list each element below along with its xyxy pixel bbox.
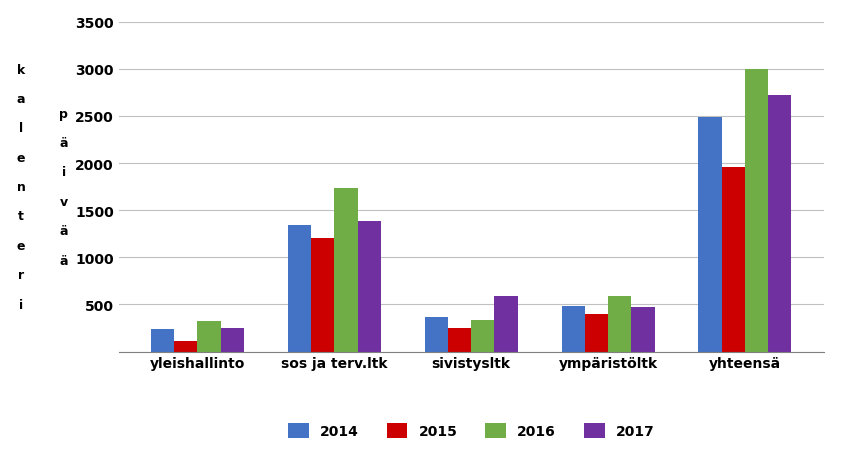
Bar — [722, 167, 745, 352]
Text: a: a — [17, 93, 25, 106]
Bar — [288, 226, 311, 352]
Text: e: e — [17, 239, 25, 252]
Bar — [494, 296, 518, 352]
Bar — [424, 317, 448, 352]
Text: p: p — [59, 107, 68, 120]
Text: e: e — [17, 152, 25, 164]
Text: i: i — [62, 166, 65, 179]
Text: i: i — [20, 298, 23, 311]
Bar — [608, 296, 632, 352]
Text: t: t — [19, 210, 24, 223]
Bar — [632, 308, 655, 352]
Bar — [448, 328, 471, 352]
Bar — [174, 341, 198, 352]
Text: ä: ä — [59, 225, 68, 238]
Bar — [768, 96, 791, 352]
Bar — [151, 329, 174, 352]
Text: ä: ä — [59, 254, 68, 267]
Text: k: k — [17, 64, 25, 76]
Text: n: n — [17, 181, 25, 193]
Text: r: r — [18, 269, 25, 281]
Bar — [198, 322, 221, 352]
Bar — [357, 221, 381, 352]
Legend: 2014, 2015, 2016, 2017: 2014, 2015, 2016, 2017 — [283, 418, 660, 444]
Bar — [561, 307, 585, 352]
Bar — [221, 328, 244, 352]
Text: v: v — [59, 195, 68, 208]
Bar — [471, 320, 494, 352]
Bar — [311, 239, 335, 352]
Bar — [745, 69, 768, 352]
Bar — [699, 118, 722, 352]
Text: l: l — [20, 122, 23, 135]
Bar — [585, 314, 608, 352]
Bar — [335, 189, 357, 352]
Text: ä: ä — [59, 137, 68, 150]
